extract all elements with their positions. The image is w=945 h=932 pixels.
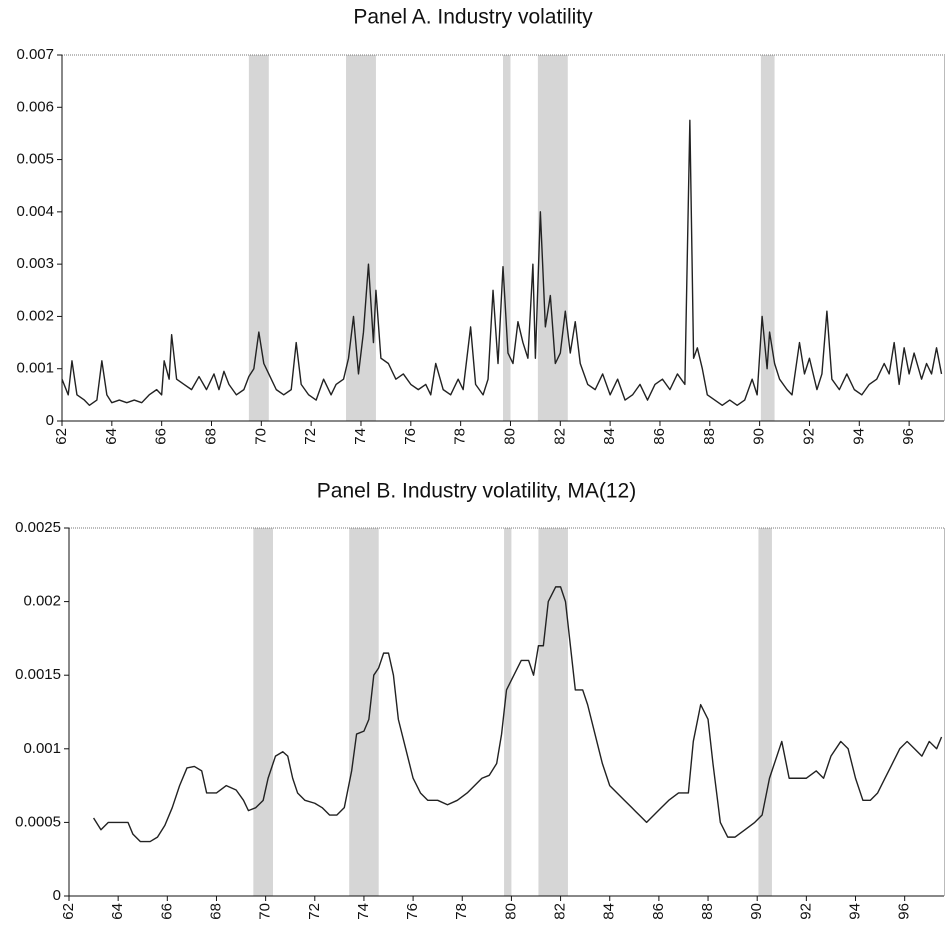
recession-band xyxy=(537,55,568,421)
x-tick-label: 92 xyxy=(797,903,814,920)
recession-band xyxy=(504,528,512,896)
x-tick-label: 88 xyxy=(701,428,718,445)
data-line xyxy=(61,119,943,407)
x-tick-label: 62 xyxy=(53,428,70,445)
y-tick-label: 0.007 xyxy=(16,46,54,63)
chart-title: Panel B. Industry volatility, MA(12) xyxy=(317,480,636,503)
x-tick-label: 72 xyxy=(302,428,319,445)
y-tick-label: 0.004 xyxy=(16,203,54,220)
y-tick-label: 0.002 xyxy=(16,307,54,324)
x-tick-label: 82 xyxy=(551,428,568,445)
x-tick-label: 82 xyxy=(552,903,569,920)
y-tick-label: 0 xyxy=(46,412,54,429)
x-tick-label: 86 xyxy=(651,428,668,445)
x-tick-label: 94 xyxy=(850,428,867,445)
x-tick-label: 64 xyxy=(109,903,126,920)
x-tick-label: 70 xyxy=(252,428,269,445)
x-tick-label: 64 xyxy=(103,428,120,445)
x-tick-label: 80 xyxy=(502,903,519,920)
recession-band xyxy=(760,55,775,421)
x-tick-label: 86 xyxy=(650,903,667,920)
chart-title: Panel A. Industry volatility xyxy=(353,6,593,29)
x-tick-label: 70 xyxy=(257,903,274,920)
y-tick-label: 0.0015 xyxy=(15,666,61,683)
x-tick-label: 78 xyxy=(453,903,470,920)
recession-band xyxy=(538,528,568,896)
x-tick-label: 84 xyxy=(601,903,618,920)
y-tick-label: 0.0025 xyxy=(15,519,61,536)
y-tick-label: 0.0005 xyxy=(15,813,61,830)
recession-band xyxy=(758,528,772,896)
y-tick-label: 0.005 xyxy=(16,151,54,168)
x-tick-label: 94 xyxy=(846,903,863,920)
recession-band xyxy=(349,528,379,896)
x-tick-label: 84 xyxy=(601,428,618,445)
x-tick-label: 66 xyxy=(153,428,170,445)
x-tick-label: 78 xyxy=(452,428,469,445)
x-tick-label: 76 xyxy=(404,903,421,920)
y-tick-label: 0.001 xyxy=(23,740,61,757)
x-tick-label: 88 xyxy=(699,903,716,920)
x-tick-label: 80 xyxy=(501,428,518,445)
recession-band xyxy=(248,55,269,421)
y-tick-label: 0.002 xyxy=(23,593,61,610)
x-tick-label: 62 xyxy=(60,903,77,920)
x-tick-label: 90 xyxy=(748,903,765,920)
data-line xyxy=(92,586,943,843)
y-tick-label: 0.003 xyxy=(16,255,54,272)
x-tick-label: 74 xyxy=(352,428,369,445)
x-tick-label: 72 xyxy=(306,903,323,920)
y-tick-label: 0 xyxy=(53,887,61,904)
x-tick-label: 96 xyxy=(900,428,917,445)
x-tick-label: 68 xyxy=(202,428,219,445)
y-tick-label: 0.006 xyxy=(16,98,54,115)
x-tick-label: 76 xyxy=(402,428,419,445)
y-tick-label: 0.001 xyxy=(16,360,54,377)
x-tick-label: 96 xyxy=(896,903,913,920)
x-tick-label: 90 xyxy=(751,428,768,445)
recession-band xyxy=(503,55,511,421)
x-tick-label: 92 xyxy=(800,428,817,445)
x-tick-label: 68 xyxy=(207,903,224,920)
recession-band xyxy=(346,55,376,421)
x-tick-label: 66 xyxy=(158,903,175,920)
x-tick-label: 74 xyxy=(355,903,372,920)
recession-band xyxy=(253,528,274,896)
